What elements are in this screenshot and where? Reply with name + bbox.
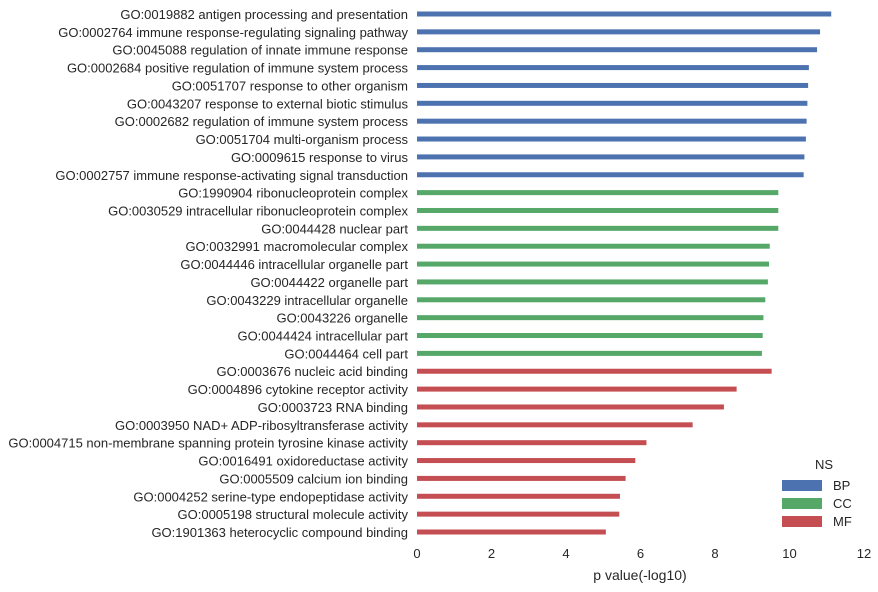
bar-26: [417, 458, 636, 464]
category-label: GO:0051704 multi-organism process: [196, 132, 409, 147]
bar-17: [417, 297, 766, 303]
bar-12: [417, 207, 779, 213]
bar-21: [417, 368, 772, 374]
category-label: GO:0003723 RNA binding: [258, 400, 408, 415]
bar-18: [417, 315, 764, 321]
category-label: GO:0044422 organelle part: [250, 275, 408, 290]
category-label: GO:0044464 cell part: [284, 346, 408, 361]
category-label: GO:0051707 response to other organism: [172, 78, 408, 93]
category-label: GO:0043229 intracellular organelle: [206, 293, 408, 308]
bar-11: [417, 190, 779, 196]
bar-6: [417, 100, 808, 106]
bar-28: [417, 493, 621, 499]
legend-label-cc: CC: [833, 496, 852, 511]
legend-swatch-cc: [782, 498, 822, 509]
category-label: GO:1901363 heterocyclic compound binding: [151, 525, 408, 540]
bar-10: [417, 172, 804, 178]
category-label: GO:0009615 response to virus: [231, 150, 409, 165]
category-label: GO:1990904 ribonucleoprotein complex: [178, 186, 408, 201]
category-label: GO:0044424 intracellular part: [237, 329, 408, 344]
bar-1: [417, 11, 832, 17]
bar-4: [417, 65, 809, 71]
bar-3: [417, 47, 818, 53]
category-label: GO:0043226 organelle: [276, 311, 408, 326]
category-label: GO:0005198 structural molecule activity: [178, 507, 409, 522]
bar-7: [417, 118, 807, 124]
bar-16: [417, 279, 768, 285]
x-tick-label: 4: [562, 546, 569, 561]
category-label: GO:0004896 cytokine receptor activity: [188, 382, 409, 397]
category-label: GO:0045088 regulation of innate immune r…: [112, 43, 408, 58]
legend-entries: BP CC MF: [782, 478, 852, 529]
bar-13: [417, 225, 779, 231]
category-label: GO:0004715 non-membrane spanning protein…: [8, 436, 408, 451]
legend: NS BP CC MF: [782, 457, 852, 529]
category-label: GO:0002764 immune response-regulating si…: [58, 25, 408, 40]
x-axis-label: p value(-log10): [593, 567, 686, 583]
category-label: GO:0043207 response to external biotic s…: [127, 96, 409, 111]
category-label: GO:0002684 positive regulation of immune…: [67, 61, 409, 76]
category-label: GO:0003676 nucleic acid binding: [216, 364, 408, 379]
legend-label-bp: BP: [833, 478, 850, 493]
bar-19: [417, 333, 763, 339]
category-label: GO:0016491 oxidoreductase activity: [198, 454, 408, 469]
category-label: GO:0044446 intracellular organelle part: [180, 257, 408, 272]
category-label: GO:0044428 nuclear part: [261, 221, 408, 236]
x-tick-label: 0: [413, 546, 420, 561]
category-label: GO:0003950 NAD+ ADP-ribosyltransferase a…: [115, 418, 408, 433]
category-label: GO:0002757 immune response-activating si…: [55, 168, 408, 183]
category-label: GO:0004252 serine-type endopeptidase act…: [133, 489, 408, 504]
bar-20: [417, 350, 762, 356]
bars-layer: [417, 11, 832, 535]
category-label: GO:0030529 intracellular ribonucleoprote…: [108, 203, 408, 218]
category-label: GO:0005509 calcium ion binding: [219, 471, 408, 486]
bar-14: [417, 243, 770, 249]
x-tick-label: 6: [637, 546, 644, 561]
bar-15: [417, 261, 770, 267]
bar-27: [417, 475, 626, 481]
bar-30: [417, 529, 606, 535]
bar-2: [417, 29, 821, 35]
bar-5: [417, 82, 809, 88]
x-tick-label: 10: [782, 546, 796, 561]
legend-swatch-bp: [782, 480, 822, 491]
bar-23: [417, 404, 724, 410]
category-label: GO:0032991 macromolecular complex: [185, 239, 408, 254]
x-tick-label: 2: [488, 546, 495, 561]
legend-title: NS: [815, 457, 833, 472]
bar-9: [417, 154, 805, 160]
category-label: GO:0019882 antigen processing and presen…: [120, 7, 408, 22]
x-tick-label: 12: [857, 546, 871, 561]
bar-8: [417, 136, 806, 142]
x-tick-label: 8: [711, 546, 718, 561]
bar-29: [417, 511, 620, 517]
bar-22: [417, 386, 737, 392]
legend-swatch-mf: [782, 516, 822, 527]
bar-24: [417, 422, 693, 428]
legend-label-mf: MF: [833, 514, 852, 529]
category-label: GO:0002682 regulation of immune system p…: [115, 114, 409, 129]
x-axis-ticks: 0 2 4 6 8 10 12: [413, 546, 871, 561]
bar-25: [417, 440, 647, 446]
category-labels: GO:0019882 antigen processing and presen…: [8, 7, 408, 540]
